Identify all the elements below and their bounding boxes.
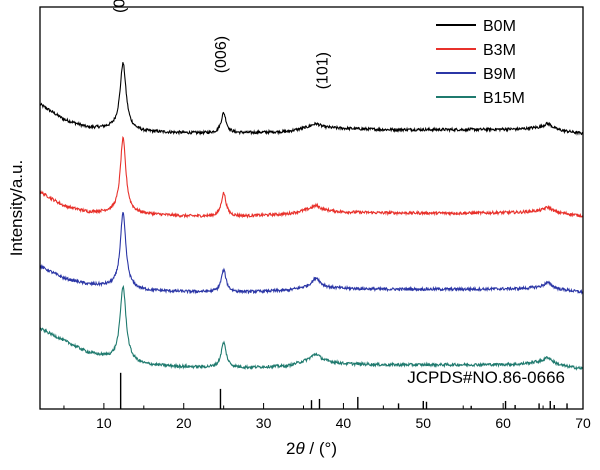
plot-frame: [39, 6, 584, 410]
x-axis-title-suffix: / (°): [305, 439, 337, 458]
legend-label-b15m: B15M: [483, 90, 525, 107]
peak-annotation: (003): [112, 0, 129, 13]
plot-content: [40, 62, 583, 409]
x-tick-label: 70: [575, 415, 591, 431]
series-line-b15m: [40, 284, 583, 371]
series-line-b3m: [40, 135, 583, 219]
legend-label-b9m: B9M: [483, 66, 516, 83]
x-tick-label: 30: [256, 415, 272, 431]
x-tick-label: 10: [96, 415, 112, 431]
x-tick-label: 20: [176, 415, 192, 431]
legend: B0M B3M B9M B15M: [436, 18, 525, 107]
x-axis-title: 2θ / (°): [286, 439, 337, 458]
peak-annotation: (006): [213, 36, 230, 73]
x-axis-title-prefix: 2: [286, 439, 295, 458]
x-tick-label: 40: [336, 415, 352, 431]
legend-label-b3m: B3M: [483, 42, 516, 59]
reference-pattern-label: JCPDS#NO.86-0666: [407, 368, 565, 387]
peak-annotation: (101): [315, 52, 332, 89]
peak-annotations: (003) (006) (101): [112, 0, 332, 89]
series-line-b0m: [40, 62, 583, 136]
legend-label-b0m: B0M: [483, 18, 516, 35]
x-tick-label: 60: [495, 415, 511, 431]
x-axis: 10 20 30 40 50 60 70: [63, 403, 591, 431]
x-tick-label: 50: [416, 415, 432, 431]
y-axis-title: Intensity/a.u.: [7, 160, 26, 256]
x-axis-title-symbol: θ: [295, 439, 305, 458]
series-line-b9m: [40, 211, 583, 295]
